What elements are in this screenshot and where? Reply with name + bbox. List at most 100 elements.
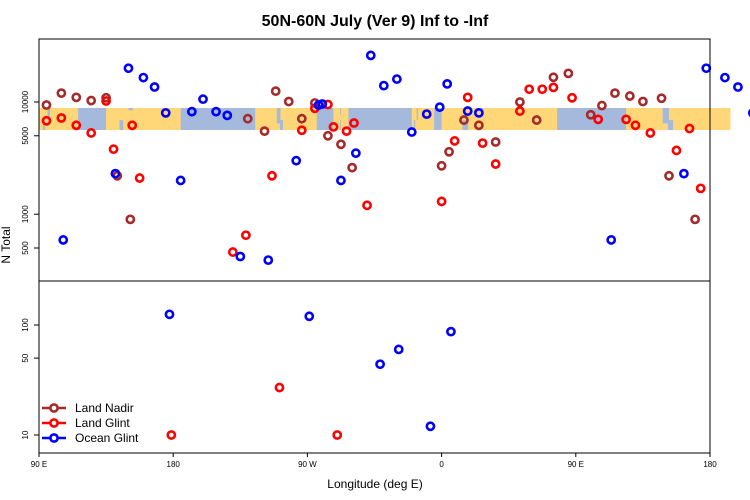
land-glint-point [695, 183, 706, 194]
upper-y-tick-label: 1000 [21, 205, 30, 223]
land-glint-point [462, 92, 473, 103]
ocean-glint-point [58, 235, 69, 245]
ocean-glint-point [425, 421, 436, 432]
ocean-glint-point [211, 106, 221, 117]
land-nadir-point [459, 115, 469, 125]
land-nadir-point [548, 72, 559, 83]
x-axis-label: Longitude (deg E) [327, 477, 422, 491]
ocean-glint-point [291, 155, 302, 166]
ocean-glint-point [164, 309, 175, 320]
map-inlet [119, 120, 124, 130]
land-nadir-point [638, 96, 648, 107]
lower-y-tick-label: 100 [21, 318, 30, 332]
y-axis-label: N Total [0, 226, 13, 263]
ocean-glint-point [606, 235, 617, 245]
land-glint-point [567, 92, 577, 103]
land-glint-point [436, 196, 447, 207]
land-nadir-point [490, 137, 501, 147]
x-tick-label: 0 [439, 460, 444, 469]
ocean-glint-point [733, 82, 743, 92]
land-nadir-point [283, 96, 294, 107]
upper-y-tick-label: 10000 [21, 90, 30, 113]
land-nadir-point [444, 146, 454, 157]
world-map-band [39, 108, 731, 130]
land-glint-point [490, 159, 501, 169]
chart-title: 50N-60N July (Ver 9) Inf to -Inf [262, 13, 489, 30]
ocean-glint-point [747, 108, 750, 117]
map-inlet [462, 120, 469, 130]
legend-ocean-glint-label: Ocean Glint [75, 431, 139, 445]
ocean-glint-point [473, 107, 484, 118]
land-glint-point [227, 247, 238, 257]
ocean-glint-point [222, 110, 233, 121]
land-glint-point [621, 114, 632, 125]
map-inlet [416, 108, 419, 121]
lower-y-tick-label: 50 [21, 353, 30, 362]
land-nadir-point [323, 130, 333, 141]
ocean-glint-point [263, 255, 274, 266]
ocean-glint-point [446, 326, 456, 337]
land-nadir-point [656, 93, 667, 104]
map-inlet [279, 120, 283, 130]
ocean-glint-point [462, 106, 473, 116]
map-land [255, 108, 317, 130]
land-glint-point [593, 114, 604, 125]
map-inlet [128, 108, 133, 111]
lower-panel-frame [38, 280, 711, 454]
land-nadir-point [125, 214, 136, 225]
ocean-glint-point [393, 344, 404, 355]
x-axis: 90 E 180 90 W 0 90 E 180 [31, 453, 717, 469]
land-nadir-point [436, 160, 447, 171]
land-nadir-point [531, 115, 542, 125]
land-glint-point [449, 136, 460, 146]
land-glint-point [71, 120, 82, 131]
ocean-glint-point [123, 63, 134, 74]
land-glint-point [524, 84, 535, 95]
land-glint-point [684, 123, 695, 134]
land-glint-point [274, 382, 285, 393]
ocean-glint-point [110, 168, 121, 179]
land-glint-point [671, 145, 682, 156]
land-glint-point [537, 84, 548, 95]
land-glint-point [548, 82, 559, 93]
land-nadir-point [690, 214, 700, 225]
land-nadir-point [473, 120, 484, 131]
land-nadir-point [624, 91, 635, 101]
land-nadir-point [664, 170, 674, 181]
ocean-glint-point [406, 127, 417, 137]
ocean-glint-point [175, 175, 186, 186]
land-glint-point [477, 138, 488, 149]
land-nadir-point [259, 126, 270, 137]
ocean-glint-point [375, 359, 385, 370]
map-inlet [414, 120, 416, 130]
land-glint-point [134, 173, 145, 183]
ocean-glint-point [391, 74, 402, 84]
x-tick-label: 90 E [31, 460, 47, 469]
ocean-glint-point [235, 251, 246, 262]
ocean-glint-point [720, 72, 730, 83]
x-tick-label: 90 E [568, 460, 584, 469]
map-inlet [340, 108, 342, 115]
map-inlet [340, 120, 341, 130]
land-nadir-point [56, 88, 67, 99]
ocean-glint-point [160, 107, 171, 118]
map-inlet [276, 108, 281, 124]
ocean-glint-point [138, 72, 149, 83]
ocean-glint-point [186, 106, 197, 117]
map-inlet [662, 108, 669, 124]
land-nadir-point [41, 100, 52, 110]
land-nadir-point [336, 139, 346, 150]
land-nadir-point [86, 95, 97, 106]
ocean-glint-point [701, 63, 712, 74]
ocean-glint-point [442, 78, 453, 89]
land-nadir-point [71, 92, 82, 103]
legend-land-glint-marker [49, 418, 59, 428]
land-nadir-point [563, 68, 574, 79]
land-glint-point [41, 115, 52, 126]
ocean-glint-point [434, 102, 445, 113]
map-inlet [47, 108, 50, 121]
land-nadir-point [585, 109, 596, 120]
ocean-glint-point [421, 109, 432, 120]
